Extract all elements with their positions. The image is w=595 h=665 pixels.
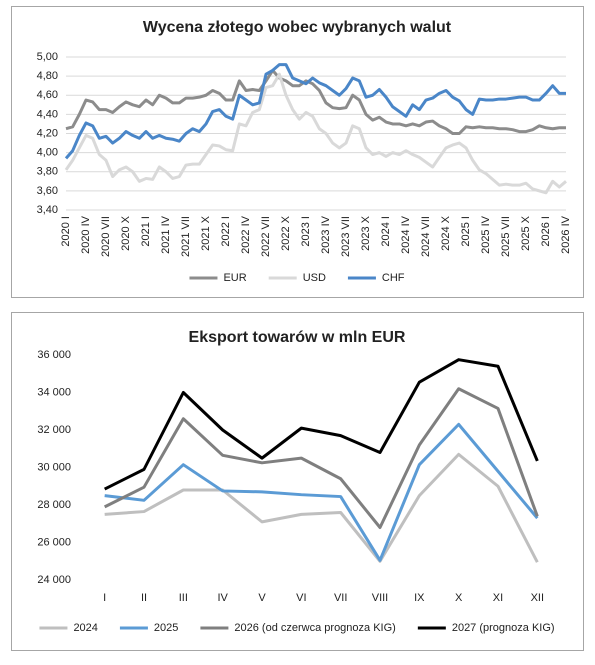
legend-label: 2026 (od czerwca prognoza KIG) [234,622,395,634]
y-tick-label: 34 000 [37,386,71,398]
y-tick-label: 4,80 [37,70,58,82]
y-tick-label: 30 000 [37,461,71,473]
x-tick-label: 2020 I [60,216,72,247]
x-tick-label: IV [217,592,228,604]
y-tick-label: 5,00 [37,51,58,63]
chart-title: Eksport towarów w mln EUR [189,329,406,346]
x-tick-label: VII [334,592,347,604]
legend-label: 2025 [154,622,178,634]
y-tick-label: 4,20 [37,127,58,139]
series-line [64,63,566,160]
x-tick-label: VIII [372,592,389,604]
legend-label: 2024 [73,622,97,634]
x-tick-label: 2020 IV [80,215,92,254]
chart-frame [11,6,584,298]
y-tick-label: 4,40 [37,108,58,120]
series-line [65,68,566,135]
x-tick-label: 2020 X [120,215,132,251]
series-line [103,387,539,529]
x-tick-label: 2020 VII [100,216,112,257]
x-tick-label: 2025 VII [500,216,512,257]
chart-frame [11,312,584,651]
series-line [104,452,539,563]
x-tick-label: 2023 X [360,215,372,251]
y-tick-label: 3,60 [37,185,58,197]
y-tick-label: 36 000 [37,349,71,361]
x-tick-label: 2025 IV [480,215,492,254]
x-tick-label: V [258,592,266,604]
series-line [64,72,567,195]
x-tick-label: 2024 IV [400,215,412,254]
x-tick-label: 2024 X [440,215,452,251]
x-tick-label: 2021 X [200,215,212,251]
x-tick-label: 2021 IV [160,215,172,254]
chart-title: Wycena złotego wobec wybranych walut [143,19,452,36]
x-tick-label: II [141,592,147,604]
x-tick-label: I [103,592,106,604]
x-tick-label: 2022 X [280,215,292,251]
x-tick-label: 2022 VII [260,216,272,257]
y-tick-label: 26 000 [37,536,71,548]
y-tick-label: 4,60 [37,89,58,101]
x-tick-label: 2023 VII [340,216,352,257]
legend-label: EUR [223,272,246,284]
x-tick-label: III [179,592,188,604]
x-tick-label: 2023 IV [320,215,332,254]
y-tick-label: 3,80 [37,166,58,178]
x-tick-label: 2026 I [540,216,552,247]
x-tick-label: 2022 I [220,216,232,247]
x-tick-label: 2023 I [300,216,312,247]
x-tick-label: 2026 IV [560,215,572,254]
series-line [104,422,539,562]
x-tick-label: 2021 I [140,216,152,247]
x-tick-label: XII [531,592,544,604]
y-tick-label: 28 000 [37,499,71,511]
x-tick-label: VI [296,592,306,604]
y-tick-label: 3,40 [37,204,58,216]
legend-label: CHF [382,272,405,284]
x-tick-label: XI [493,592,503,604]
x-tick-label: 2024 I [380,216,392,247]
x-tick-label: 2025 I [460,216,472,247]
x-tick-label: 2022 IV [240,215,252,254]
x-tick-label: IX [414,592,425,604]
y-tick-label: 24 000 [37,574,71,586]
x-tick-label: X [455,592,463,604]
y-tick-label: 4,00 [37,147,58,159]
x-tick-label: 2024 VII [420,216,432,257]
legend-label: USD [303,272,326,284]
x-tick-label: 2025 X [520,215,532,251]
legend-label: 2027 (prognoza KIG) [452,622,555,634]
series-line [103,358,539,491]
y-tick-label: 32 000 [37,424,71,436]
x-tick-label: 2021 VII [180,216,192,257]
